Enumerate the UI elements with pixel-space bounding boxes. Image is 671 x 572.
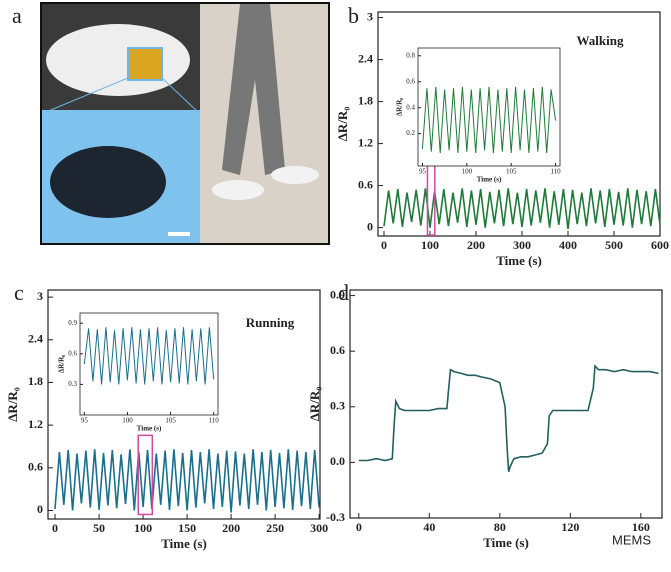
- y-tick-label: 0.6: [406, 77, 415, 85]
- y-tick-label: 1.8: [358, 93, 373, 107]
- inset-frame: [417, 47, 561, 167]
- x-axis-label: Time (s): [477, 176, 502, 184]
- x-tick-label: 150: [178, 521, 196, 535]
- y-tick-label: -0.3: [326, 510, 345, 524]
- annotation: Running: [246, 315, 295, 330]
- y-tick-label: 2.4: [28, 332, 43, 346]
- annotation: Walking: [577, 33, 624, 48]
- x-tick-label: 105: [165, 417, 176, 425]
- x-tick-label: 80: [494, 520, 506, 534]
- y-tick-label: 1.8: [28, 374, 43, 388]
- sensor: [127, 47, 163, 81]
- legs: [222, 4, 285, 175]
- y-tick-label: 0.8: [406, 51, 415, 59]
- x-tick-label: 0: [356, 520, 362, 534]
- plot-frame: [349, 289, 663, 519]
- panel-label: b: [348, 3, 359, 28]
- y-tick-label: 0.9: [330, 287, 345, 301]
- y-tick-label: 0.6: [330, 343, 345, 357]
- y-tick-label: 0.6: [68, 349, 77, 357]
- x-tick-label: 110: [550, 168, 561, 176]
- data-line: [83, 327, 215, 385]
- y-tick-label: 0: [37, 502, 43, 516]
- zoom-line: [161, 77, 199, 113]
- y-tick-label: 0.6: [358, 177, 373, 191]
- x-tick-label: 300: [310, 521, 328, 535]
- y-tick-label: 0.4: [406, 103, 415, 111]
- x-tick-label: 95: [81, 417, 89, 425]
- x-tick-label: 300: [513, 238, 531, 252]
- y-tick-label: 0.2: [406, 129, 415, 137]
- y-tick-label: 1.2: [358, 135, 373, 149]
- x-tick-label: 110: [209, 417, 220, 425]
- y-axis-label: ΔR/R₀: [58, 355, 66, 374]
- scale-bar: [168, 232, 190, 236]
- x-tick-label: 50: [93, 521, 105, 535]
- y-axis-label: ΔR/R₀: [396, 98, 404, 117]
- x-tick-label: 100: [421, 238, 439, 252]
- shoe: [46, 24, 190, 96]
- x-axis-label: Time (s): [496, 253, 542, 268]
- x-tick-label: 200: [222, 521, 240, 535]
- y-axis-label: ΔR/R₀: [335, 107, 350, 142]
- data-line: [54, 449, 320, 513]
- data-line: [421, 86, 557, 154]
- x-tick-label: 0: [52, 521, 58, 535]
- data-line: [383, 188, 661, 230]
- y-axis-label: ΔR/R₀: [307, 387, 322, 422]
- x-tick-label: 100: [462, 168, 473, 176]
- y-axis-label: ΔR/R₀: [5, 387, 20, 422]
- y-tick-label: 0.6: [28, 460, 43, 474]
- x-tick-label: 40: [423, 520, 435, 534]
- y-tick-label: 0.0: [330, 454, 345, 468]
- panel-label: a: [12, 3, 22, 28]
- x-tick-label: 250: [266, 521, 284, 535]
- panel-label: d: [338, 280, 349, 305]
- photo-panel: [40, 2, 330, 245]
- y-tick-label: 0.9: [68, 319, 77, 327]
- x-tick-label: 100: [122, 417, 133, 425]
- x-tick-label: 120: [561, 520, 579, 534]
- x-axis-label: Time (s): [483, 535, 529, 550]
- x-tick-label: 105: [506, 168, 517, 176]
- x-axis-label: Time (s): [161, 536, 207, 551]
- y-tick-label: 0: [367, 219, 373, 233]
- panel-label: c: [14, 280, 24, 305]
- x-tick-label: 160: [632, 520, 650, 534]
- y-tick-label: 3: [37, 289, 43, 303]
- y-tick-label: 0.3: [68, 380, 77, 388]
- y-tick-label: 1.2: [28, 417, 43, 431]
- x-tick-label: 100: [134, 521, 152, 535]
- x-tick-label: 600: [651, 238, 669, 252]
- x-tick-label: 0: [381, 238, 387, 252]
- shoe: [271, 166, 319, 184]
- y-tick-label: 3: [367, 9, 373, 23]
- watermark: MEMS: [612, 532, 651, 547]
- highlight-box: [137, 434, 154, 516]
- shoe: [212, 180, 264, 200]
- zoom-line: [45, 77, 129, 113]
- x-tick-label: 400: [559, 238, 577, 252]
- y-tick-label: 2.4: [358, 51, 373, 65]
- y-tick-label: 0.3: [330, 399, 345, 413]
- x-tick-label: 500: [605, 238, 623, 252]
- x-tick-label: 200: [467, 238, 485, 252]
- x-tick-label: 95: [419, 168, 427, 176]
- x-axis-label: Time (s): [137, 425, 162, 433]
- data-line: [358, 364, 659, 472]
- sponge: [50, 146, 166, 218]
